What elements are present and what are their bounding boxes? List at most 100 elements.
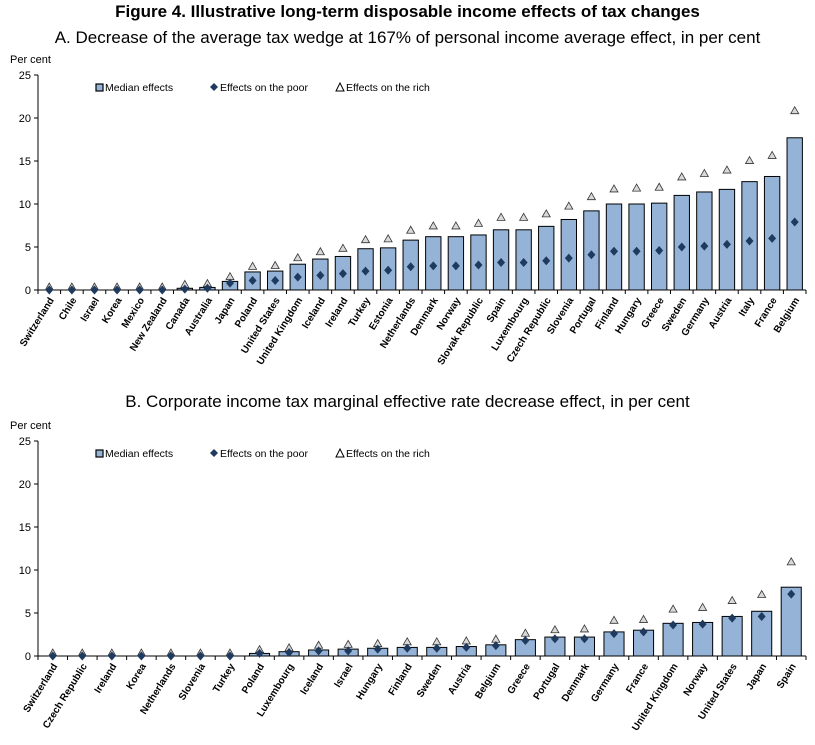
panel-b-point-rich	[727, 595, 737, 604]
panel-b-point-rich	[638, 614, 649, 623]
panel-a-point-rich	[247, 261, 258, 270]
panel-a-point-rich	[677, 172, 687, 181]
panel-a-point-rich	[654, 182, 664, 191]
panel-b-xtick-label: Iceland	[299, 662, 327, 697]
panel-b-xtick-label: Belgium	[473, 662, 503, 701]
panel-a-point-rich	[541, 209, 551, 218]
panel-b-legend-median-swatch	[95, 449, 104, 458]
panel-a-point-rich	[790, 105, 800, 115]
panel-a-xtick-label: Israel	[79, 296, 102, 324]
panel-a-title: A. Decrease of the average tax wedge at …	[54, 28, 761, 47]
panel-b-point-poor	[521, 636, 530, 646]
panel-a-point-rich	[428, 221, 438, 230]
panel-b-point-poor	[787, 589, 796, 599]
panel-a-point-poor	[474, 260, 483, 270]
panel-b-xtick-label: Poland	[240, 662, 267, 696]
panel-b-bar-median	[780, 586, 802, 657]
panel-a-legend-rich-marker	[335, 81, 345, 92]
figure-title: Figure 4. Illustrative long-term disposa…	[115, 2, 700, 21]
panel-b-point-poor	[610, 629, 618, 639]
panel-b-xtick-label: Sweden	[415, 662, 444, 700]
panel-a-point-poor	[293, 272, 302, 282]
panel-b-point-poor	[226, 651, 234, 661]
panel-a-point-poor	[745, 236, 754, 246]
panel-b-legend-median-label: Median effects	[105, 448, 173, 460]
panel-b-ylabel: Per cent	[10, 420, 51, 432]
panel-b-point-poor	[491, 641, 500, 651]
panel-a-point-rich	[699, 168, 710, 177]
panel-a-point-rich	[518, 212, 529, 221]
panel-a-point-poor	[361, 266, 370, 276]
panel-b-xtick-label: Ireland	[93, 662, 120, 696]
panel-a-point-poor	[700, 241, 709, 251]
panel-a-xtick-label: Chile	[57, 295, 80, 322]
panel-b-point-poor	[462, 642, 471, 652]
panel-b-xtick-label: Germany	[589, 661, 622, 704]
panel-b-point-poor	[166, 651, 175, 661]
panel-a-point-rich	[360, 234, 371, 244]
panel-a-point-poor	[722, 239, 731, 249]
panel-b-xtick-label: Spain	[775, 662, 799, 691]
panel-a-point-poor	[429, 261, 438, 271]
panel-a-point-rich	[383, 234, 393, 243]
panel-b-xtick-label: Hungary	[354, 661, 385, 702]
panel-a-point-poor	[203, 283, 212, 293]
panel-a-point-poor	[790, 217, 799, 227]
panel-a-ytick-label: 0	[25, 285, 31, 297]
panel-b-point-poor	[344, 646, 353, 656]
panel-a-xtick-label: Italy	[737, 295, 757, 318]
panel-b-point-rich	[697, 602, 708, 611]
panel-a-point-poor	[90, 285, 99, 295]
panel-a-ytick-label: 5	[25, 242, 31, 254]
panel-a-legend-median-swatch	[95, 83, 104, 92]
panel-a-legend-poor-label: Effects on the poor	[220, 82, 308, 94]
panel-a-legend-poor-marker	[210, 83, 218, 91]
panel-b-point-rich	[609, 615, 619, 624]
panel-b-point-poor	[78, 651, 87, 661]
panel-a-legend-median-label: Median effects	[105, 82, 173, 94]
panel-b-bar-median	[751, 610, 773, 657]
panel-b-point-rich	[550, 624, 560, 634]
panel-b-point-rich	[757, 589, 767, 598]
panel-a-point-rich	[406, 225, 416, 234]
panel-a-point-rich	[473, 218, 484, 227]
panel-b-legend-poor-label: Effects on the poor	[220, 448, 308, 460]
panel-a-point-rich	[270, 260, 280, 269]
panel-a-point-poor	[45, 285, 54, 295]
panel-b-point-poor	[432, 643, 441, 653]
panel-a-point-poor	[67, 285, 76, 295]
panel-b-xtick-label: Slovenia	[177, 661, 208, 702]
panel-b-point-poor	[255, 648, 264, 658]
panel-a-point-poor	[519, 257, 528, 267]
panel-b-xtick-label: Norway	[682, 661, 711, 698]
panel-a-bar-median	[741, 181, 758, 291]
panel-a-point-rich	[744, 155, 755, 164]
panel-a-point-poor	[406, 262, 415, 272]
panel-a-point-poor	[158, 285, 167, 295]
panel-a-point-poor	[338, 269, 347, 279]
panel-a-point-rich	[586, 191, 597, 201]
panel-a-point-rich	[338, 243, 348, 252]
panel-a-ylabel: Per cent	[10, 54, 51, 66]
panel-b-ytick-label: 10	[19, 565, 31, 577]
panel-b-point-poor	[403, 643, 412, 653]
panel-b-xtick-label: Korea	[125, 661, 150, 691]
panel-a-point-poor	[316, 270, 325, 280]
panel-b-ytick-label: 15	[19, 522, 31, 534]
panel-a-point-poor	[542, 256, 551, 266]
panel-a-point-poor	[248, 276, 257, 286]
panel-b-point-poor	[757, 611, 766, 621]
panel-a-ytick-label: 10	[19, 199, 31, 211]
panel-b-point-poor	[580, 634, 589, 644]
panel-a-point-poor	[271, 276, 280, 286]
panel-b-point-poor	[48, 651, 57, 661]
panel-b-point-rich	[668, 604, 678, 613]
panel-b-xtick-label: France	[624, 661, 651, 695]
panel-b-point-rich	[520, 628, 531, 637]
panel-a-point-poor	[226, 278, 234, 288]
panel-b-point-poor	[107, 651, 116, 661]
panel-a-point-rich	[315, 246, 326, 256]
panel-a-point-poor	[497, 257, 506, 267]
panel-a-point-poor	[564, 253, 573, 263]
